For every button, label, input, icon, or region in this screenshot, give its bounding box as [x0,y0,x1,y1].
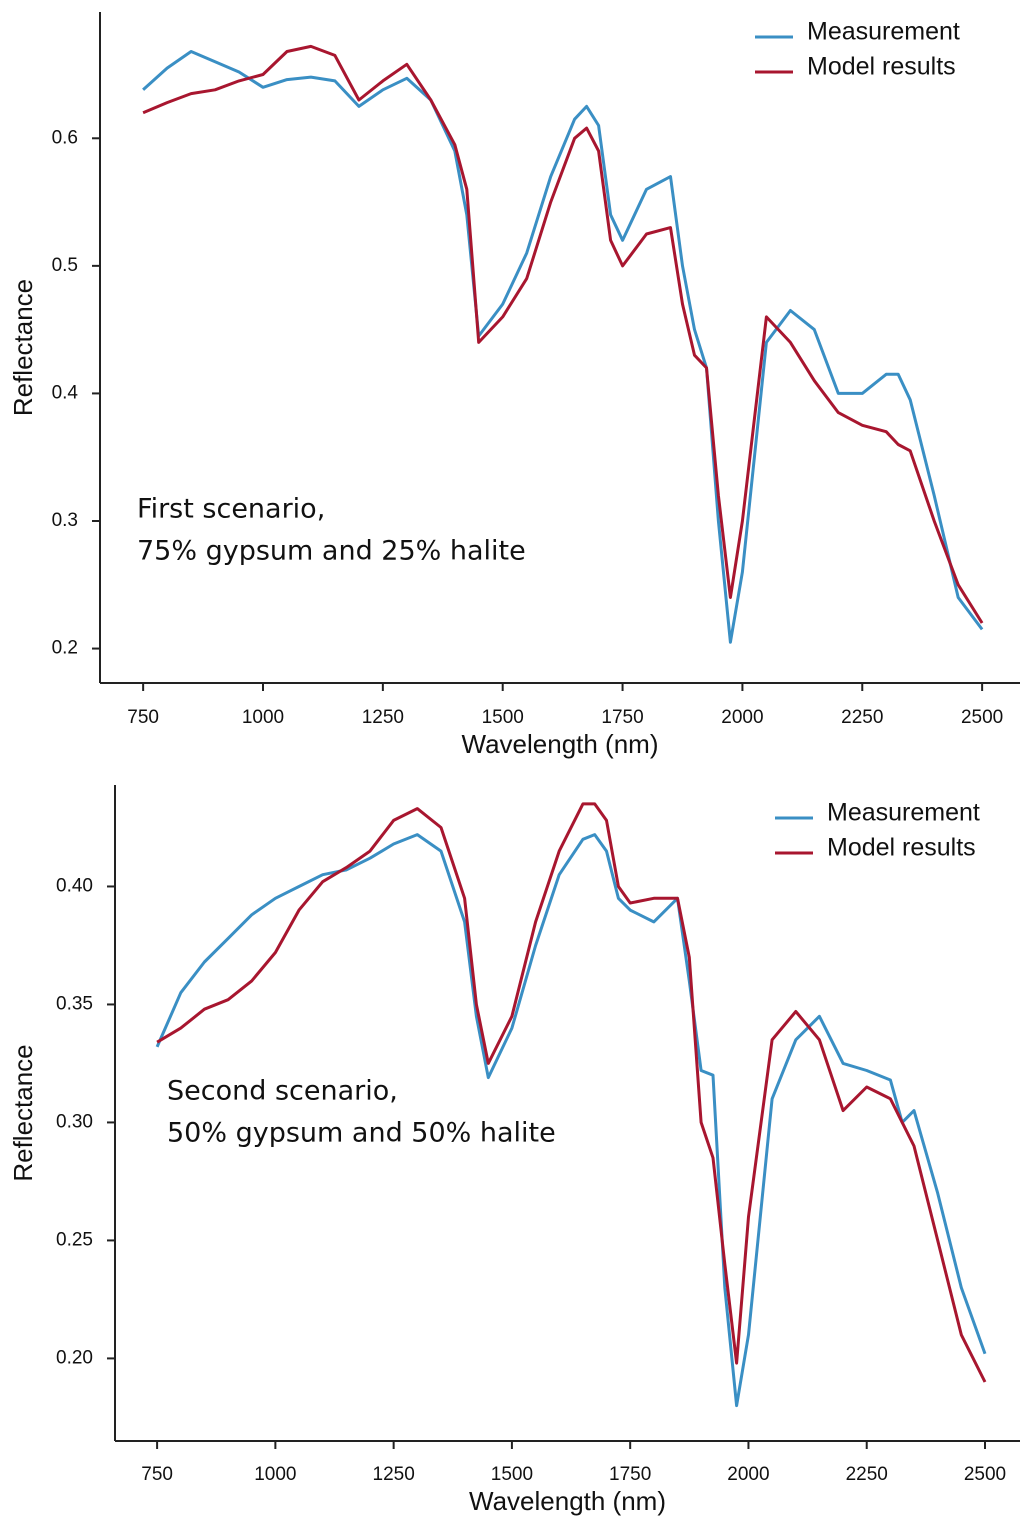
x-tick-label: 1000 [242,707,284,728]
x-tick-label: 1250 [362,707,404,728]
x-tick-label: 1500 [491,1464,533,1485]
series-line [142,50,984,644]
series-line [155,833,987,1408]
annotation: First scenario, [137,494,325,525]
y-tick-label: 0.4 [52,382,79,403]
x-tick-label: 750 [141,1464,173,1485]
x-tick-label: 2500 [961,707,1003,728]
y-tick-label: 0.25 [56,1229,93,1250]
legend-label: Measurement [827,799,980,827]
y-tick-label: 0.20 [56,1347,93,1368]
annotation: 50% gypsum and 50% halite [167,1118,556,1149]
legend-label: Measurement [807,18,960,46]
x-tick-label: 750 [127,707,159,728]
y-tick-label: 0.35 [56,993,93,1014]
y-tick-label: 0.2 [52,638,78,659]
x-tick-label: 1500 [482,707,524,728]
x-tick-label: 2250 [841,707,883,728]
y-tick-label: 0.3 [52,510,78,531]
x-tick-label: 1750 [601,707,643,728]
legend-label: Model results [807,53,956,81]
x-tick-label: 2000 [727,1464,769,1485]
x-axis-title: Wavelength (nm) [462,729,659,759]
y-axis-title: Reflectance [8,1044,38,1181]
series-line [156,802,987,1383]
x-tick-label: 2000 [721,707,763,728]
x-tick-label: 2500 [964,1464,1006,1485]
y-tick-label: 0.5 [52,255,78,276]
annotation: Second scenario, [167,1076,398,1107]
annotation: 75% gypsum and 25% halite [137,536,526,567]
x-tick-label: 1250 [373,1464,415,1485]
x-axis-title: Wavelength (nm) [469,1486,666,1516]
y-tick-label: 0.30 [56,1111,93,1132]
x-tick-label: 1750 [609,1464,651,1485]
y-tick-label: 0.6 [52,127,78,148]
y-tick-label: 0.40 [56,875,93,896]
x-tick-label: 2250 [846,1464,888,1485]
x-tick-label: 1000 [254,1464,296,1485]
legend-label: Model results [827,834,976,862]
y-axis-title: Reflectance [8,279,38,416]
series-line [142,44,984,624]
